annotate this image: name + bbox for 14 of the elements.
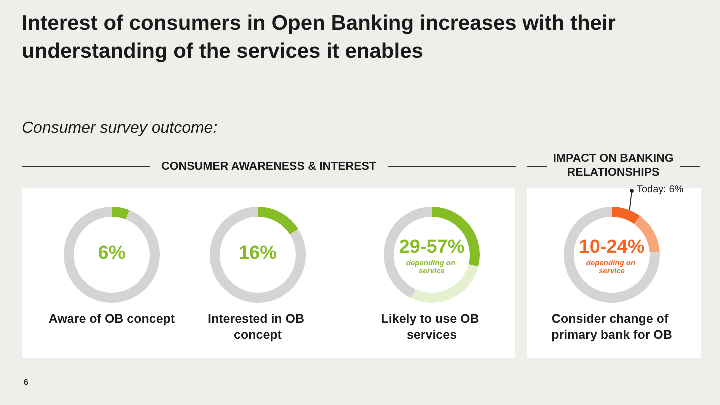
text: Today: 6%	[637, 184, 684, 196]
text: 6	[24, 378, 28, 387]
chart-title: CONSUMER AWARENESS & INTEREST	[160, 160, 378, 174]
text: Interested in OB concept	[208, 312, 308, 342]
text: 6%	[98, 243, 126, 264]
text: Consider change of primary bank for OB	[552, 312, 672, 342]
text: 10-24%	[579, 237, 645, 258]
text: Interest of consumers in Open Banking increases with their understanding of the services it enables	[22, 11, 617, 65]
text: Aware of OB concept	[48, 312, 176, 326]
text: 29-57%	[399, 237, 465, 258]
chart-subtitle: Consumer survey outcome:	[22, 120, 218, 138]
text: Likely to use OB services	[381, 312, 483, 342]
text: 16%	[238, 243, 278, 264]
chart-title: IMPACT ON BANKING RELATIONSHIPS	[552, 152, 675, 180]
